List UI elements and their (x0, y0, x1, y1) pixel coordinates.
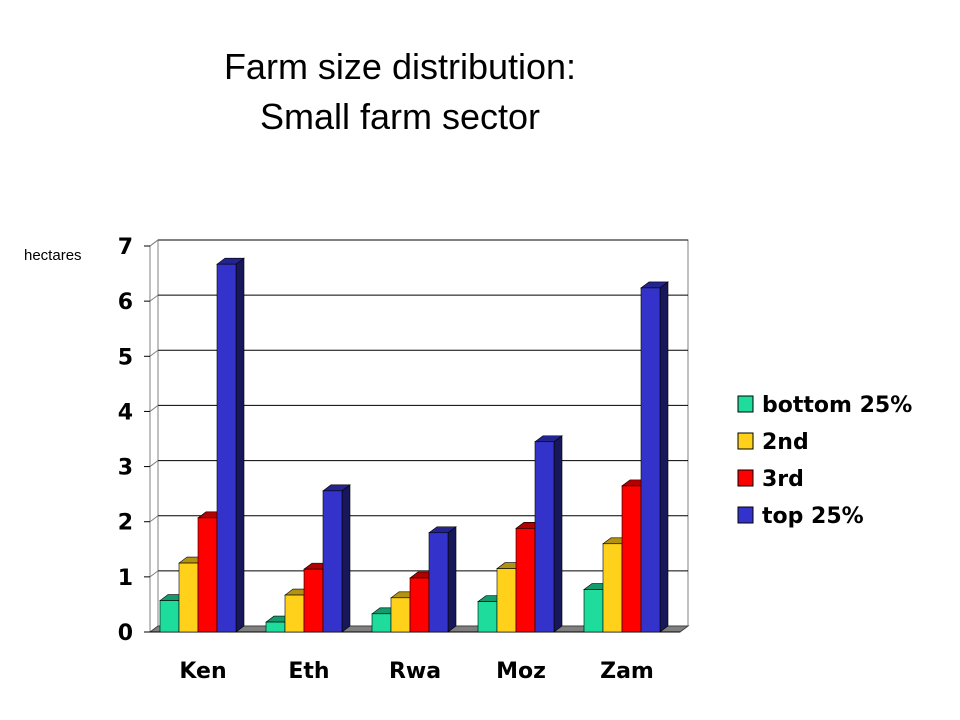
bar-ken-4 (216, 263, 237, 633)
legend-swatch (737, 506, 754, 524)
bar-side-eth (341, 484, 351, 633)
legend-label: bottom 25% (762, 393, 912, 418)
bar-ken-1 (159, 600, 180, 633)
bar-ken-2 (178, 562, 199, 633)
gridline-side (149, 515, 159, 523)
y-tick-label: 7 (118, 235, 133, 260)
bar-moz-3 (515, 528, 536, 633)
x-tick-label: Eth (288, 659, 329, 684)
bar-side-ken (235, 257, 245, 633)
x-tick-label: Rwa (389, 659, 441, 684)
y-tick-label: 3 (118, 456, 133, 481)
bar-side-zam (659, 281, 669, 633)
bar-moz-1 (477, 601, 498, 633)
y-tick-label: 6 (118, 290, 133, 315)
x-tick-label: Zam (600, 659, 654, 684)
bar-rwa-2 (390, 597, 411, 633)
bar-moz-2 (496, 568, 517, 633)
gridline-side (149, 405, 159, 412)
y-axis-label: hectares (24, 247, 82, 264)
bar-eth-2 (284, 594, 305, 633)
bar-rwa-1 (371, 613, 392, 633)
gridline-side (149, 460, 159, 467)
bar-moz-4 (534, 441, 555, 633)
legend-label: top 25% (762, 504, 864, 529)
legend-box (722, 384, 942, 534)
legend-swatch (737, 432, 754, 450)
side-wall-top (149, 239, 159, 247)
bar-ken-3 (197, 517, 218, 633)
gridline-side (149, 294, 159, 302)
bar-side-rwa (447, 526, 457, 633)
y-tick-label: 0 (118, 621, 133, 646)
x-tick-label: Ken (179, 659, 226, 684)
bar-zam-4 (640, 287, 661, 633)
gridline-side (149, 349, 159, 357)
bar-zam-2 (602, 543, 623, 633)
y-tick-label: 5 (118, 345, 133, 370)
bar-side-moz (553, 435, 563, 633)
bar-zam-1 (583, 589, 604, 633)
y-tick-label: 4 (118, 400, 133, 425)
bar-rwa-3 (409, 577, 430, 633)
bar-eth-3 (303, 568, 324, 633)
bar-eth-4 (322, 490, 343, 633)
y-tick-label: 2 (118, 511, 133, 536)
bar-zam-3 (621, 485, 642, 633)
bar-eth-1 (265, 621, 286, 633)
legend-swatch (737, 395, 754, 413)
legend-label: 2nd (762, 430, 809, 455)
legend-swatch (737, 469, 754, 487)
bar-rwa-4 (428, 532, 449, 633)
y-tick-label: 1 (118, 566, 133, 591)
chart-title-line2: Small farm sector (259, 96, 541, 137)
gridline-side (149, 570, 159, 578)
chart-title-line1: Farm size distribution: (223, 46, 577, 87)
legend-label: 3rd (762, 467, 804, 492)
x-tick-label: Moz (496, 659, 546, 684)
